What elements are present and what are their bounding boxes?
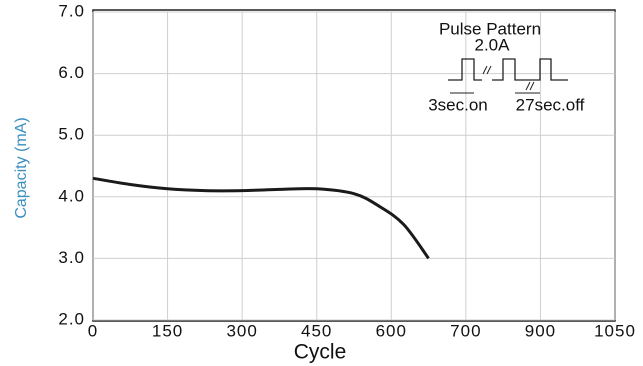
y-tick-label: 7.0 [58, 1, 85, 20]
y-tick-label: 2.0 [58, 309, 85, 328]
x-tick-label: 450 [301, 321, 332, 340]
annotation: Pulse Pattern [439, 19, 541, 38]
y-tick-label: 4.0 [58, 186, 85, 205]
y-tick-label: 3.0 [58, 248, 85, 267]
x-tick-label: 150 [152, 321, 183, 340]
x-tick-label: 300 [226, 321, 257, 340]
y-tick-label: 6.0 [58, 63, 85, 82]
annotation: 2.0A [475, 35, 511, 54]
plot: 2.0 3.0 4.0 5.0 6.0 7.0 0 150 300 450 600 700 900 105… [58, 1, 636, 340]
x-tick-label: 900 [525, 321, 556, 340]
annotation: 27sec.off [516, 95, 585, 114]
inset: Pulse Pattern 2.0A 3sec.on 27sec.off [428, 19, 584, 114]
x-tick-label: 0 [88, 321, 98, 340]
annotation: 3sec.on [428, 95, 488, 114]
data-line [92, 176, 430, 260]
x-tick-label: 1050 [594, 321, 636, 340]
y-tick-label: 5.0 [58, 125, 85, 144]
break-mark [482, 65, 535, 91]
x-axis-label: Cycle [294, 341, 347, 364]
y-axis-label: Capacity (mA) [13, 117, 30, 218]
plot-frame [92, 9, 616, 322]
x-tick-label: 700 [450, 321, 481, 340]
x-tick-label: 600 [376, 321, 407, 340]
pulse-wave [448, 58, 568, 81]
